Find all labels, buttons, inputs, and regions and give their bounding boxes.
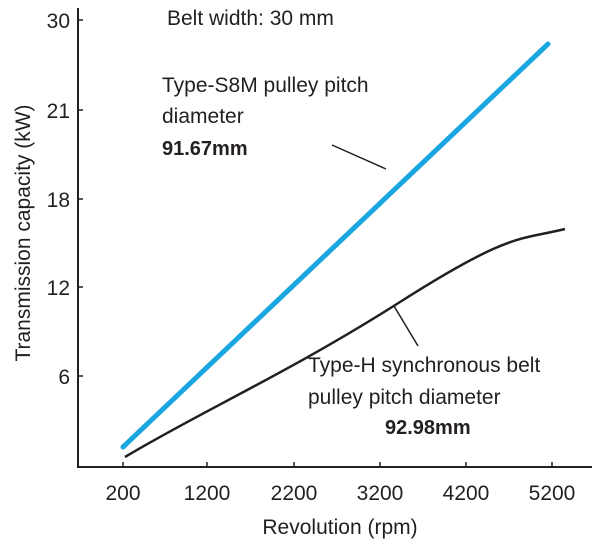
y-tick-label: 18: [47, 189, 70, 212]
svg-text:diameter: diameter: [162, 105, 244, 128]
x-tick-label: 200: [105, 482, 140, 505]
x-tick-label: 4200: [443, 482, 490, 505]
svg-text:92.98mm: 92.98mm: [385, 417, 471, 439]
y-tick-label: 6: [58, 366, 70, 389]
leader-line: [393, 305, 419, 347]
svg-text:Type-H synchronous belt: Type-H synchronous belt: [308, 354, 540, 377]
x-tick-label: 3200: [357, 482, 404, 505]
x-tick-label: 1200: [184, 482, 231, 505]
chart-subtitle: Belt width: 30 mm: [167, 7, 334, 30]
x-axis-title: Revolution (rpm): [262, 516, 417, 539]
x-ticks: 200 1200 2200 3200 4200 5200: [105, 462, 575, 505]
y-tick-label: 21: [47, 100, 70, 123]
svg-text:pulley pitch diameter: pulley pitch diameter: [308, 386, 501, 409]
annotation-h: Type-H synchronous belt pulley pitch dia…: [308, 305, 540, 439]
svg-text:91.67mm: 91.67mm: [162, 138, 248, 160]
axes: [77, 8, 592, 468]
x-tick-label: 5200: [529, 482, 576, 505]
y-axis-title: Transmission capacity (kW): [12, 104, 35, 361]
y-tick-label: 12: [47, 277, 70, 300]
y-tick-label: 30: [47, 10, 70, 33]
annotation-s8m: Type-S8M pulley pitch diameter 91.67mm: [162, 74, 387, 170]
series-h-line: [124, 227, 566, 459]
svg-text:Type-S8M pulley pitch: Type-S8M pulley pitch: [162, 74, 369, 97]
series-s8m-line: [120, 41, 551, 450]
y-ticks: 30 21 18 12 6: [47, 10, 83, 389]
x-tick-label: 2200: [271, 482, 318, 505]
leader-line: [331, 144, 387, 170]
